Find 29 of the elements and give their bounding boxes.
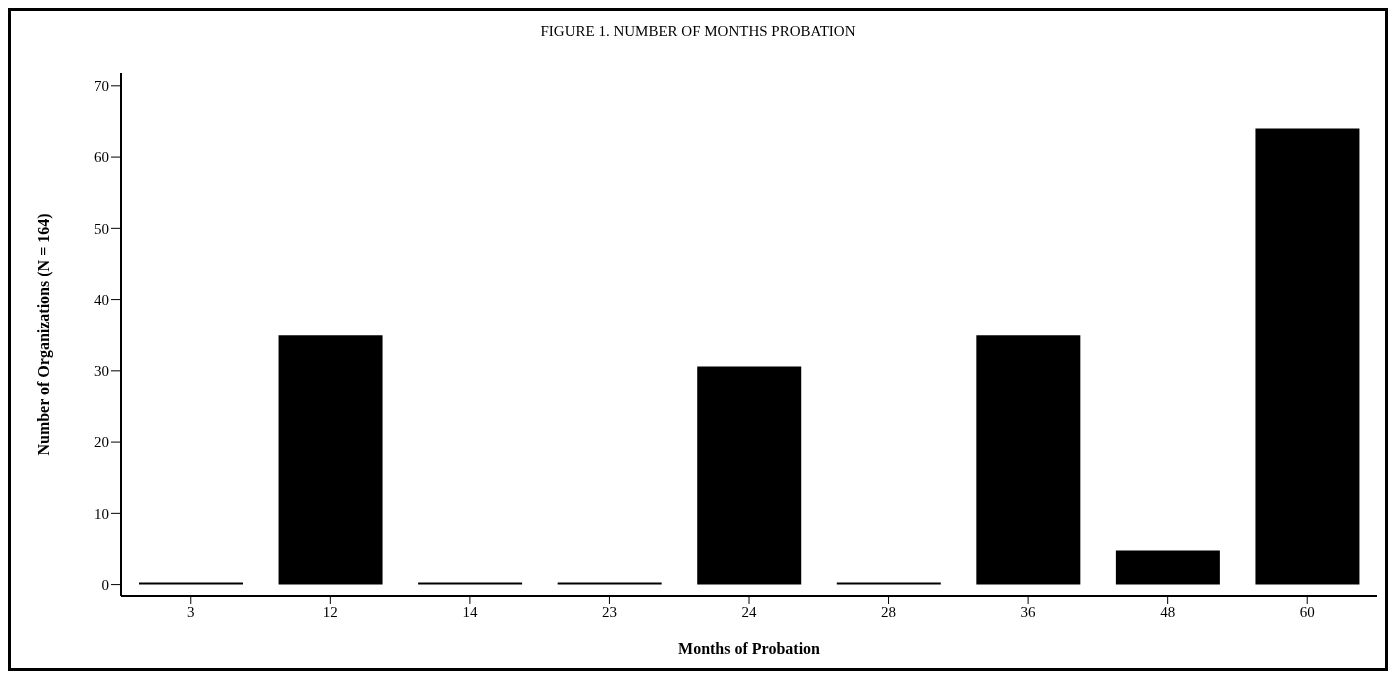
bar bbox=[139, 582, 243, 585]
x-axis-title: Months of Probation bbox=[678, 640, 821, 657]
y-tick-label: 50 bbox=[94, 220, 109, 237]
bar bbox=[836, 582, 941, 585]
y-tick-label: 0 bbox=[101, 576, 109, 593]
y-tick-label: 60 bbox=[94, 149, 109, 166]
y-axis-title: Number of Organizations (N = 164) bbox=[34, 213, 53, 456]
chart-title: FIGURE 1. NUMBER OF MONTHS PROBATION bbox=[539, 23, 857, 40]
bar bbox=[976, 335, 1081, 585]
bar bbox=[697, 366, 802, 585]
x-tick-label: 12 bbox=[322, 603, 338, 620]
x-tick-label: 48 bbox=[1160, 603, 1176, 620]
bar bbox=[557, 582, 662, 585]
bar bbox=[418, 582, 523, 585]
x-tick-label: 23 bbox=[601, 603, 617, 620]
x-tick-label: 28 bbox=[881, 603, 897, 620]
x-tick-label: 3 bbox=[187, 603, 195, 620]
x-tick-label: 60 bbox=[1299, 603, 1315, 620]
x-tick-label: 36 bbox=[1020, 603, 1037, 620]
bar bbox=[1255, 128, 1360, 585]
y-tick-label: 70 bbox=[94, 78, 109, 95]
bar bbox=[1115, 550, 1220, 585]
y-tick-label: 30 bbox=[94, 363, 109, 380]
x-tick-label: 24 bbox=[741, 603, 757, 620]
y-tick-label: 10 bbox=[94, 505, 109, 522]
y-tick-label: 20 bbox=[94, 434, 109, 451]
y-tick-label: 40 bbox=[94, 291, 109, 308]
x-tick-label: 14 bbox=[462, 603, 478, 620]
bar bbox=[278, 335, 383, 585]
